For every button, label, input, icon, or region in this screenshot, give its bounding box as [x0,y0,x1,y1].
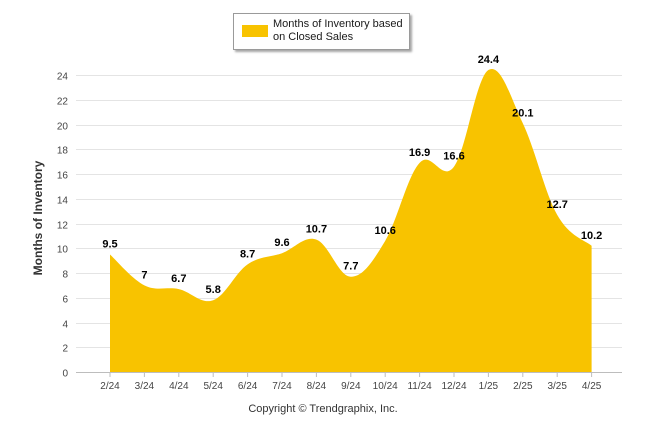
data-label: 16.9 [409,147,430,159]
data-label: 12.7 [546,199,567,211]
y-tick-label: 12 [57,221,69,232]
data-label: 5.8 [206,284,221,296]
data-label: 20.1 [512,107,533,119]
x-tick-label: 5/24 [203,381,223,392]
copyright-text: Copyright © Trendgraphix, Inc. [248,403,398,415]
data-label: 10.6 [374,225,395,237]
legend-label: Months of Inventory based on Closed Sale… [273,18,403,43]
y-tick-label: 8 [62,270,68,281]
y-tick-label: 10 [57,245,69,256]
data-label: 24.4 [478,54,500,66]
data-label: 8.7 [240,248,255,260]
x-tick-label: 7/24 [272,381,292,392]
data-label: 10.2 [581,230,602,242]
x-tick-label: 10/24 [373,381,398,392]
x-tick-label: 4/24 [169,381,189,392]
y-axis-label: Months of Inventory [31,160,45,276]
data-label: 9.5 [102,238,117,250]
x-tick-label: 8/24 [307,381,327,392]
y-tick-label: 4 [62,320,68,331]
y-tick-label: 14 [57,196,69,207]
y-tick-label: 24 [57,72,69,83]
x-tick-label: 6/24 [238,381,258,392]
x-tick-label: 4/25 [582,381,602,392]
data-label: 10.7 [306,224,327,236]
y-tick-label: 18 [57,146,69,157]
data-label: 6.7 [171,273,186,285]
x-tick-label: 3/24 [135,381,155,392]
legend-swatch [242,25,268,37]
y-tick-label: 0 [62,369,68,380]
data-label: 7.7 [343,261,358,273]
y-tick-label: 20 [57,122,69,133]
x-tick-label: 12/24 [441,381,466,392]
y-tick-label: 22 [57,97,69,108]
y-tick-label: 16 [57,171,69,182]
data-label: 7 [141,269,147,281]
data-label: 16.6 [443,151,464,163]
y-tick-label: 2 [62,344,68,355]
x-tick-label: 1/25 [479,381,499,392]
x-tick-label: 11/24 [407,381,432,392]
x-tick-label: 9/24 [341,381,361,392]
series-area [110,68,592,373]
x-tick-label: 2/25 [513,381,533,392]
data-label: 9.6 [274,237,289,249]
x-tick-label: 3/25 [547,381,567,392]
legend: Months of Inventory based on Closed Sale… [233,13,410,50]
x-tick-label: 2/24 [100,381,120,392]
y-tick-label: 6 [62,295,68,306]
